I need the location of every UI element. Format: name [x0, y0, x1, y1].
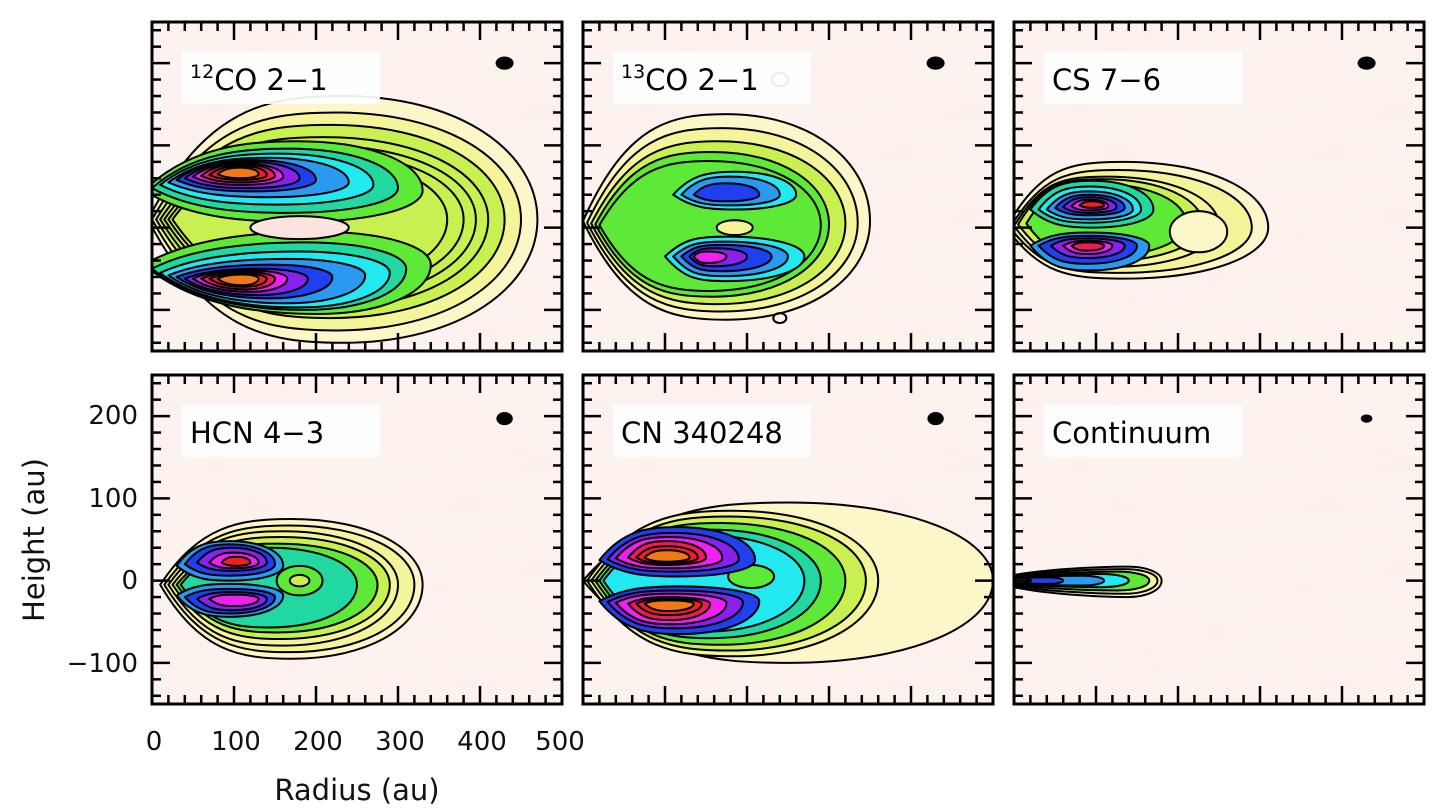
contour-level	[208, 593, 260, 608]
beam-ellipse	[495, 56, 514, 70]
panel-label-superscript: 12	[190, 61, 214, 83]
panel-label: 13CO 2−1	[621, 61, 759, 97]
panel-frame	[581, 373, 995, 706]
panel-label: CN 340248	[621, 416, 783, 450]
panel-label-text: CO 2−1	[645, 63, 759, 97]
panel-label: 12CO 2−1	[190, 61, 328, 97]
panel-13co: 13CO 2−1	[583, 22, 993, 351]
panel-label-box	[1044, 405, 1242, 457]
x-tick-label: 100	[211, 727, 261, 757]
emission-contours	[1014, 160, 1270, 280]
panel-content: CN 340248	[583, 375, 993, 704]
y-tick-label: 200	[88, 401, 138, 431]
contour-level	[643, 599, 695, 613]
contour-level	[1078, 200, 1106, 209]
panel-label: HCN 4−3	[190, 416, 324, 450]
y-axis-labels: 200 100 0 −100	[67, 401, 138, 679]
y-axis-title: Height (au)	[17, 458, 51, 622]
panel-label-box	[182, 405, 380, 457]
x-tick-label: 200	[293, 727, 343, 757]
panel-label: CS 7−6	[1052, 63, 1161, 97]
emission-contours	[152, 95, 539, 344]
contour-level	[220, 555, 252, 567]
axis-ticks	[1014, 22, 1424, 351]
emission-contours	[583, 501, 993, 664]
panel-label-superscript: 13	[621, 61, 645, 83]
beam-ellipse	[496, 412, 513, 426]
panel-label-box	[613, 405, 811, 457]
contour-level	[772, 312, 788, 325]
panel-frame	[581, 20, 995, 353]
panel-cn: CN 340248	[583, 375, 993, 704]
emission-contours	[1014, 565, 1163, 599]
panel-content: HCN 4−3	[152, 375, 562, 704]
panel-label-box	[1044, 52, 1242, 104]
panel-label-box	[613, 52, 811, 104]
y-tick-label: −100	[67, 649, 138, 679]
y-tick-label: 100	[88, 484, 138, 514]
x-tick-label: 300	[375, 727, 425, 757]
contour-level	[643, 549, 691, 563]
panel-frame	[150, 20, 564, 353]
beam-ellipse	[1357, 56, 1376, 70]
contour-level	[216, 166, 260, 180]
contour-level	[249, 215, 350, 241]
panel-hcn: HCN 4−3	[152, 375, 562, 704]
panel-frame	[1012, 20, 1426, 353]
contour-level	[692, 182, 761, 203]
panel-content: 12CO 2−1	[152, 22, 562, 351]
emission-contours	[583, 72, 871, 325]
contour-level	[692, 250, 728, 264]
x-tick-label: 500	[535, 727, 585, 757]
x-axis-labels: 0 100 200 300 400 500	[146, 727, 585, 757]
panel-label-text: CS 7−6	[1052, 63, 1161, 97]
panel-cs: CS 7−6	[1014, 22, 1424, 351]
x-axis-title: Radius (au)	[274, 773, 439, 807]
panel-frame	[150, 373, 564, 706]
panel-label: Continuum	[1052, 416, 1211, 450]
panel-label-box	[182, 52, 380, 104]
y-tick-label: 0	[121, 566, 138, 596]
contour-level	[216, 273, 260, 287]
panel-label-text: CN 340248	[621, 416, 783, 450]
contour-level	[1070, 241, 1106, 252]
panel-content: Continuum	[1014, 375, 1424, 704]
contour-level	[715, 219, 754, 236]
beam-ellipse	[1360, 414, 1373, 423]
contour-level	[288, 573, 311, 588]
contour-level	[1168, 210, 1229, 254]
panel-12co: 12CO 2−1	[152, 22, 562, 351]
emission-contours	[159, 517, 424, 660]
beam-ellipse	[927, 412, 944, 426]
panel-continuum: Continuum	[1014, 375, 1424, 704]
x-tick-label: 400	[457, 727, 507, 757]
panel-frame	[1012, 373, 1426, 706]
panel-label-text: CO 2−1	[214, 63, 328, 97]
panel-content: 13CO 2−1	[583, 22, 993, 351]
x-tick-label: 0	[146, 727, 163, 757]
beam-ellipse	[926, 56, 945, 70]
panel-label-text: HCN 4−3	[190, 416, 324, 450]
panel-label-text: Continuum	[1052, 416, 1211, 450]
panel-content: CS 7−6	[1014, 22, 1424, 351]
